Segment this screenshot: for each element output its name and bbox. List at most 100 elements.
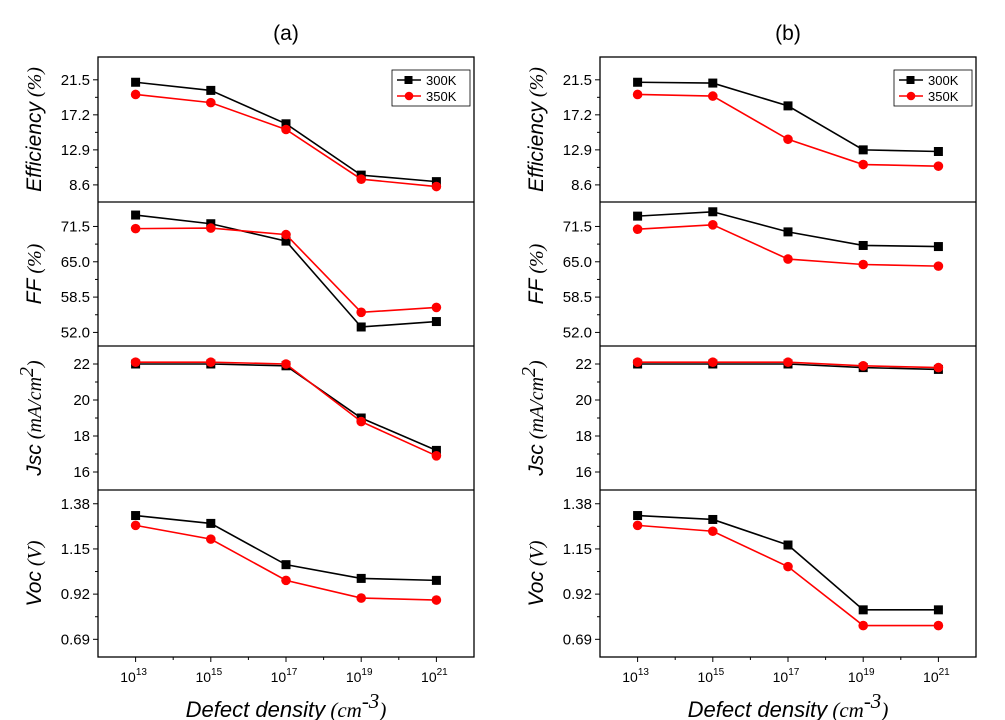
y-tick-label: 20: [575, 392, 592, 409]
data-point-square: [933, 146, 943, 156]
data-point-square: [933, 242, 943, 252]
data-point-circle: [206, 534, 216, 544]
x-tick-label-base: 10: [421, 669, 437, 685]
y-tick-label: 0.92: [61, 586, 90, 603]
y-axis-label: FF (%): [23, 243, 46, 304]
data-point-circle: [708, 91, 718, 101]
x-axis-label-unit: (cm: [827, 698, 864, 720]
y-axis-label-unit: (mA/cm: [526, 377, 548, 444]
y-tick-label: 0.69: [563, 631, 592, 648]
x-tick-label-base: 10: [848, 669, 864, 685]
data-point-square: [858, 145, 868, 155]
y-tick-label: 12.9: [61, 142, 90, 159]
y-tick-label: 21.5: [563, 72, 592, 89]
x-tick-label-exp: 19: [361, 667, 373, 678]
data-point-square: [431, 445, 441, 455]
y-axis-label-name: Efficiency: [525, 101, 548, 192]
y-tick-label: 0.69: [61, 631, 90, 648]
x-tick-label: 1021: [421, 667, 448, 685]
x-tick-label-exp: 15: [713, 667, 725, 678]
x-tick-label: 1013: [120, 667, 147, 685]
data-point-circle: [206, 97, 216, 108]
y-axis-label-name: Efficiency: [23, 101, 46, 192]
x-axis-label-unit-close: ): [378, 698, 386, 720]
y-tick-label: 1.38: [61, 496, 90, 513]
series-line-350K: [135, 361, 437, 457]
x-tick-label: 1013: [622, 667, 649, 685]
x-tick-label-exp: 13: [136, 667, 148, 678]
x-tick-label-exp: 17: [788, 667, 800, 678]
y-axis-label: Voc (V): [525, 540, 548, 606]
y-tick-label: 1.15: [61, 541, 90, 558]
y-axis-label-name: FF: [525, 277, 548, 304]
data-point-circle: [858, 361, 868, 371]
y-tick-label: 21.5: [61, 72, 90, 89]
y-axis-label-unit: (%): [526, 243, 548, 278]
y-axis-label-name: Voc: [525, 571, 548, 607]
data-point-circle: [356, 307, 367, 318]
y-axis-label: Jsc (mA/cm2): [518, 360, 548, 477]
x-tick-label: 1021: [923, 667, 950, 685]
x-tick-label-exp: 21: [939, 667, 951, 678]
x-tick-label-base: 10: [697, 669, 713, 685]
data-point-square: [633, 211, 643, 221]
data-point-square: [708, 207, 718, 217]
data-point-square: [708, 78, 718, 88]
data-point-circle: [632, 357, 643, 368]
y-tick-label: 18: [575, 428, 592, 445]
y-axis-label-name: FF: [23, 277, 46, 304]
data-point-circle: [206, 223, 216, 233]
data-point-circle: [708, 526, 718, 537]
data-point-circle: [632, 520, 643, 531]
data-point-square: [783, 101, 793, 111]
y-tick-label: 1.15: [563, 541, 592, 558]
x-axis-label-unit-exp: -3: [864, 689, 882, 713]
data-point-circle: [783, 134, 793, 145]
data-point-circle: [130, 223, 141, 234]
data-point-circle: [632, 224, 643, 234]
data-point-square: [281, 236, 291, 246]
data-point-circle: [858, 620, 868, 631]
data-point-circle: [708, 220, 718, 230]
series-line-300K: [135, 514, 437, 582]
data-point-circle: [281, 124, 291, 135]
data-point-square: [131, 210, 141, 220]
data-point-circle: [130, 520, 141, 531]
y-axis-label-unit-exp: 2: [518, 367, 540, 377]
y-axis-label-unit: (%): [24, 67, 46, 102]
data-point-circle: [783, 357, 793, 368]
x-tick-label-base: 10: [195, 669, 211, 685]
data-point-square: [356, 322, 366, 332]
y-tick-label: 16: [575, 464, 592, 481]
y-axis-label-unit: (V): [24, 540, 46, 571]
x-tick-label-base: 10: [923, 669, 939, 685]
data-point-circle: [431, 595, 442, 605]
x-tick-label-exp: 21: [437, 667, 449, 678]
series-line-350K: [135, 93, 437, 188]
data-point-square: [206, 85, 216, 95]
panel-label: (a): [273, 22, 299, 45]
data-point-square: [206, 518, 216, 528]
y-axis-label-unit-close: ): [24, 360, 46, 368]
x-axis-label-name: Defect density: [186, 697, 327, 720]
x-tick-label-base: 10: [346, 669, 362, 685]
y-axis-label: Efficiency (%): [525, 67, 548, 192]
y-tick-label: 71.5: [61, 218, 90, 235]
y-axis-label: Jsc (mA/cm2): [16, 360, 46, 477]
data-point-circle: [933, 261, 944, 271]
panel-label: (b): [775, 22, 801, 45]
y-axis-label-unit-close: ): [526, 360, 548, 368]
y-tick-label: 65.0: [563, 254, 592, 271]
y-tick-label: 0.92: [563, 586, 592, 603]
data-point-square: [858, 605, 868, 615]
legend-marker-square: [404, 76, 413, 84]
x-tick-label: 1017: [271, 667, 298, 685]
series-line-300K: [135, 363, 437, 452]
x-tick-label: 1019: [848, 667, 875, 685]
data-point-square: [633, 511, 643, 521]
x-tick-label: 1019: [346, 667, 373, 685]
data-point-circle: [130, 89, 141, 100]
y-tick-label: 18: [73, 428, 90, 445]
y-tick-label: 1.38: [563, 496, 592, 513]
